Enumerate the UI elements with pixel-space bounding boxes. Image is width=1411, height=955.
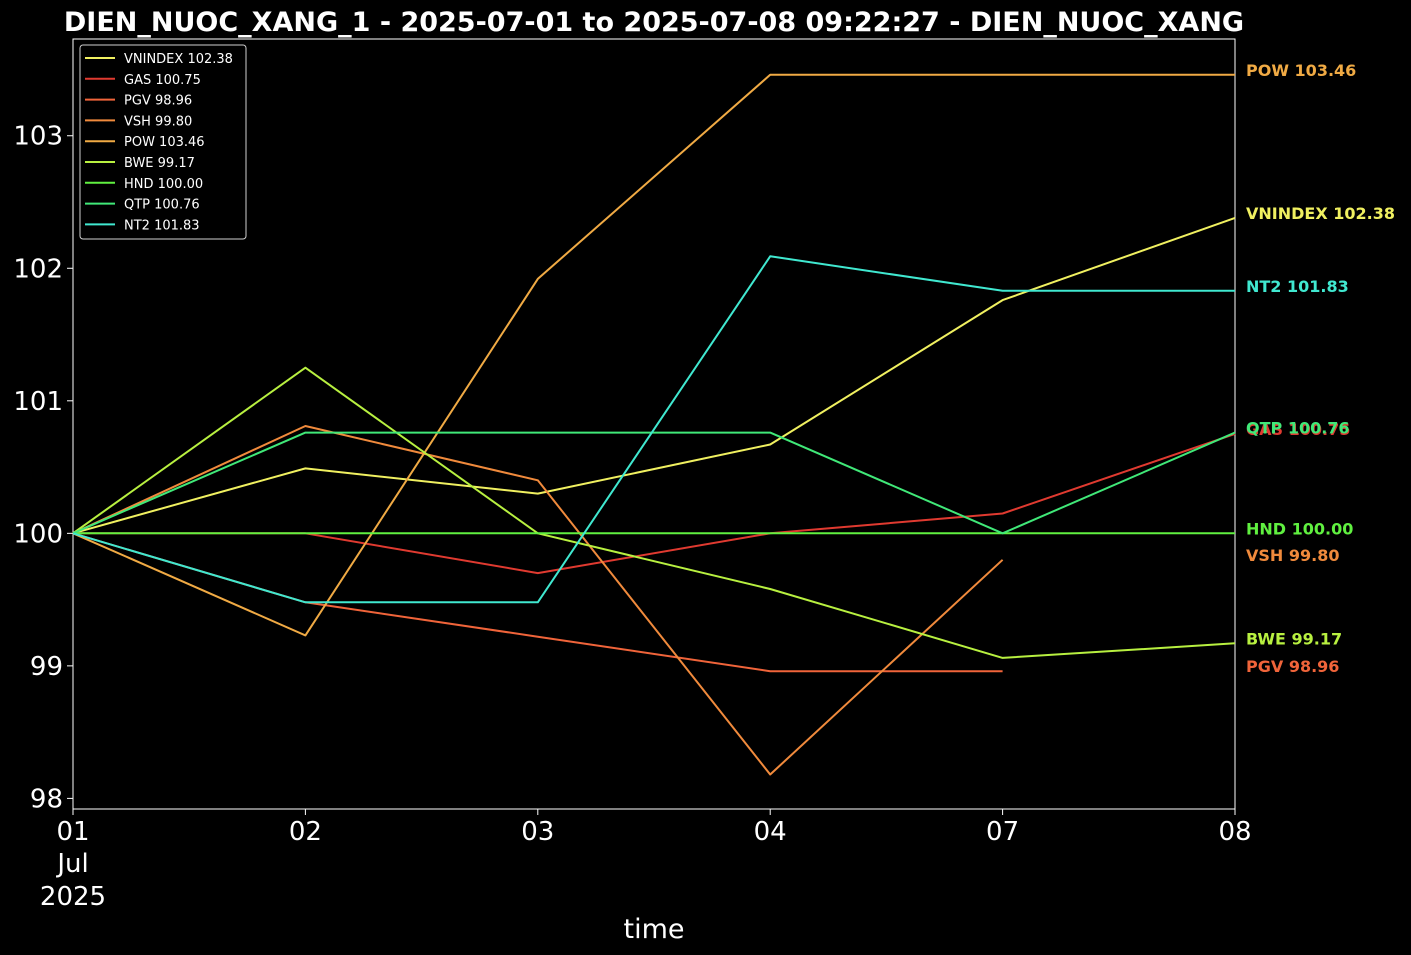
end-label: NT2 101.83	[1246, 277, 1349, 296]
legend-entry: VSH 99.80	[124, 114, 192, 129]
legend: VNINDEX 102.38 GAS 100.75 PGV 98.96 VSH 99.…	[79, 44, 247, 240]
end-label: QTP 100.76	[1246, 419, 1350, 438]
y-tick-label: 101	[13, 387, 63, 417]
chart-title: DIEN_NUOC_XANG_1 - 2025-07-01 to 2025-07…	[64, 7, 1244, 38]
x-tick-label: 01	[56, 817, 89, 847]
y-axis: 98 99 100 101 102 103	[13, 122, 73, 814]
series-line-nt2	[72, 255, 1235, 604]
x-tick-sublabel: Jul	[55, 849, 88, 879]
x-tick-label: 03	[521, 817, 554, 847]
end-label: HND 100.00	[1246, 519, 1353, 538]
end-label: BWE 99.17	[1246, 629, 1342, 648]
legend-box	[79, 44, 247, 240]
legend-entry: NT2 101.83	[124, 218, 200, 233]
legend-entry: GAS 100.75	[124, 73, 201, 88]
y-tick-label: 102	[13, 254, 63, 284]
x-tick-label: 04	[754, 817, 787, 847]
end-label: GAS 100.75	[1246, 420, 1350, 439]
legend-entry: QTP 100.76	[124, 198, 200, 213]
x-axis-label: time	[623, 914, 684, 945]
x-tick-label: 02	[289, 817, 322, 847]
y-tick-label: 98	[30, 784, 63, 814]
x-tick-sublabel: 2025	[40, 882, 106, 912]
legend-entry: VNINDEX 102.38	[124, 52, 233, 67]
end-label: POW 103.46	[1246, 61, 1356, 80]
end-label: PGV 98.96	[1246, 657, 1339, 676]
end-labels: POW 103.46 VNINDEX 102.38 NT2 101.83 GAS 10…	[1246, 61, 1395, 676]
x-tick-label: 08	[1218, 817, 1251, 847]
series-lines	[72, 73, 1236, 776]
y-tick-label: 100	[13, 519, 63, 549]
plot-area	[72, 38, 1236, 810]
end-label: VNINDEX 102.38	[1246, 204, 1395, 223]
legend-entry: PGV 98.96	[124, 94, 192, 109]
series-line-vnindex	[72, 216, 1236, 535]
y-tick-label: 103	[13, 122, 63, 152]
series-line-vsh	[72, 425, 1004, 776]
legend-entry: BWE 99.17	[124, 156, 195, 171]
series-line-pow	[72, 73, 1235, 637]
y-tick-label: 99	[30, 652, 63, 682]
legend-entry: POW 103.46	[124, 135, 205, 150]
series-line-bwe	[72, 366, 1236, 659]
series-line-qtp	[72, 431, 1236, 535]
end-label: VSH 99.80	[1246, 546, 1339, 565]
legend-entry: HND 100.00	[124, 177, 203, 192]
x-tick-label: 07	[986, 817, 1019, 847]
